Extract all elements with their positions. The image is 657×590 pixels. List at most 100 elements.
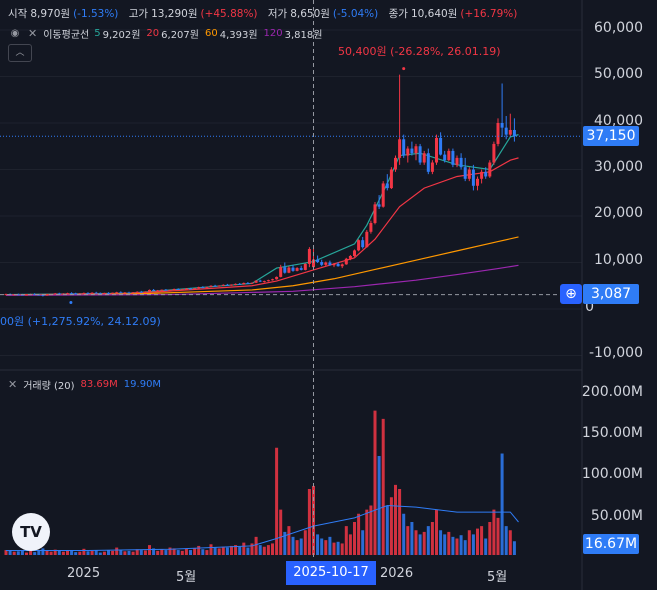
candle-body — [74, 293, 78, 295]
volume-bar — [344, 526, 348, 555]
volume-bar — [271, 543, 274, 555]
candle — [33, 293, 37, 296]
candle — [4, 293, 8, 296]
candle — [373, 202, 377, 225]
ma60-value: 4,393원 — [219, 30, 258, 41]
candle-body — [262, 281, 266, 283]
volume-bar — [299, 538, 303, 555]
candle — [488, 160, 492, 178]
tradingview-logo[interactable]: TV — [12, 513, 50, 551]
close-icon[interactable]: ✕ — [8, 378, 18, 391]
candle — [53, 292, 57, 295]
candle — [86, 292, 90, 294]
candle-body — [291, 267, 295, 271]
volume-bar — [422, 531, 426, 555]
volume-bar — [160, 549, 164, 555]
candle — [447, 148, 451, 162]
candle — [320, 259, 324, 267]
volume-bar — [246, 547, 250, 555]
volume-bar — [488, 522, 492, 555]
volume-bar — [504, 526, 508, 555]
candle-body — [492, 143, 496, 163]
volume-bar — [266, 545, 270, 555]
volume-bar — [242, 542, 246, 555]
candle-body — [295, 268, 299, 271]
candle-body — [258, 280, 262, 282]
volume-bar — [20, 550, 24, 555]
candle-body — [94, 292, 98, 294]
candle-body — [303, 263, 307, 270]
volume-bar — [189, 550, 192, 555]
candle-body — [156, 290, 160, 292]
price-axis-label: 20,000 — [594, 205, 643, 221]
candle — [45, 294, 49, 296]
candle — [119, 291, 123, 294]
candle — [94, 291, 98, 294]
close-icon[interactable]: ✕ — [28, 27, 38, 40]
volume-bar — [512, 541, 516, 555]
candle — [492, 141, 496, 165]
volume-bar — [148, 545, 151, 555]
candle-body — [225, 284, 229, 286]
candle-body — [4, 294, 8, 296]
candle — [197, 286, 201, 289]
candle — [74, 292, 78, 295]
candle — [348, 255, 352, 261]
candle — [287, 266, 291, 274]
volume-axis-label: 50.00M — [590, 508, 643, 524]
candle-body — [385, 183, 389, 189]
candle — [184, 288, 188, 290]
candle-body — [328, 262, 332, 266]
volume-bar — [443, 534, 447, 555]
volume-bar — [385, 505, 389, 555]
low-marker — [69, 300, 73, 304]
collapse-legend-button[interactable]: ︿ — [8, 44, 32, 62]
candle — [102, 292, 106, 294]
candle-body — [234, 283, 238, 285]
candle — [504, 116, 508, 140]
candle-body — [410, 148, 414, 154]
candle-body — [201, 287, 205, 289]
candle-body — [414, 146, 418, 154]
volume-bar — [234, 545, 238, 555]
volume-value-b: 19.90M — [123, 379, 162, 390]
volume-bar — [496, 517, 500, 555]
candle-body — [377, 204, 381, 207]
grid-lines — [0, 29, 582, 356]
candle-body — [111, 292, 115, 294]
volume-bar — [381, 418, 385, 555]
candle — [156, 289, 160, 292]
candle-body — [353, 250, 356, 256]
candle-body — [336, 263, 340, 267]
candle — [160, 289, 164, 291]
candle-body — [86, 292, 90, 294]
candle — [217, 285, 221, 287]
candle-body — [90, 292, 94, 294]
candle-body — [373, 204, 377, 223]
candle — [377, 195, 381, 210]
candle-body — [33, 294, 37, 296]
open-label: 시작 — [8, 8, 28, 20]
volume-bar — [25, 552, 28, 555]
candle-body — [254, 280, 258, 283]
add-alert-button[interactable]: ⊕ — [560, 284, 582, 304]
candle-body — [160, 289, 164, 291]
candle — [152, 289, 156, 291]
volume-value-a: 83.69M — [80, 379, 118, 390]
candle — [176, 288, 180, 291]
candle — [295, 267, 299, 272]
candle-body — [242, 282, 246, 285]
volume-bar — [320, 538, 324, 555]
volume-bar — [471, 534, 475, 555]
candle-body — [402, 139, 406, 156]
candle — [344, 257, 348, 265]
candle — [484, 167, 488, 179]
volume-bar — [184, 548, 188, 555]
visibility-icon[interactable]: ◉ — [10, 27, 20, 39]
volume-legend: ✕ 거래량 (20) 83.69M 19.90M — [8, 377, 161, 392]
candle — [57, 292, 61, 295]
volume-bar — [168, 547, 172, 555]
candle — [123, 292, 127, 294]
volume-bar — [86, 551, 90, 555]
